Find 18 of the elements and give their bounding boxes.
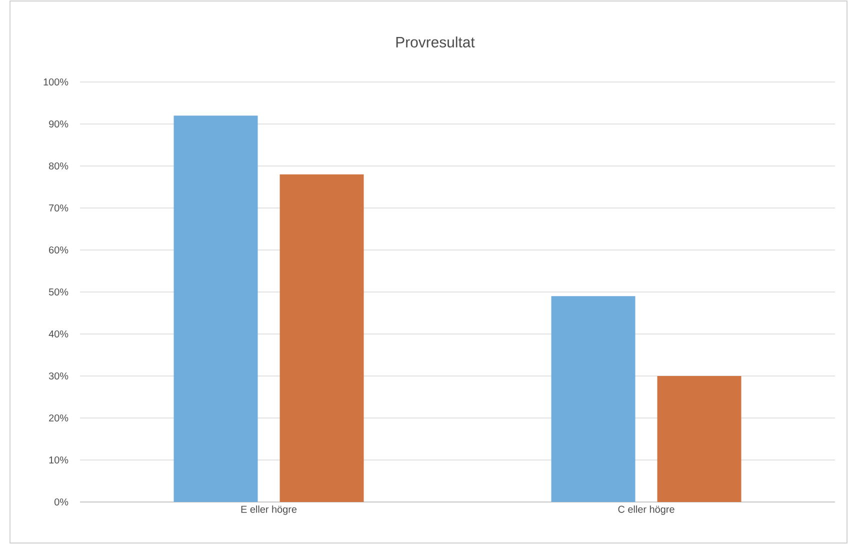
y-tick-label: 0% bbox=[54, 498, 68, 506]
y-tick-label: 100% bbox=[44, 78, 68, 86]
x-tick-label: C eller högre bbox=[618, 506, 674, 515]
bar bbox=[174, 116, 258, 502]
y-tick-label: 80% bbox=[48, 162, 68, 170]
bar bbox=[657, 376, 742, 502]
y-tick-label: 20% bbox=[49, 414, 68, 422]
y-tick-label: 50% bbox=[48, 288, 68, 296]
y-tick-label: 60% bbox=[49, 246, 68, 254]
y-tick-label: 30% bbox=[48, 372, 68, 380]
y-tick-label: 40% bbox=[48, 330, 68, 338]
bar bbox=[551, 296, 636, 502]
chart-title: Provresultat bbox=[396, 36, 475, 48]
x-tick-label: E eller högre bbox=[241, 506, 297, 515]
y-tick-label: 90% bbox=[49, 120, 68, 128]
bar bbox=[280, 174, 364, 502]
y-tick-label: 10% bbox=[49, 456, 68, 464]
y-tick-label: 70% bbox=[49, 204, 68, 212]
